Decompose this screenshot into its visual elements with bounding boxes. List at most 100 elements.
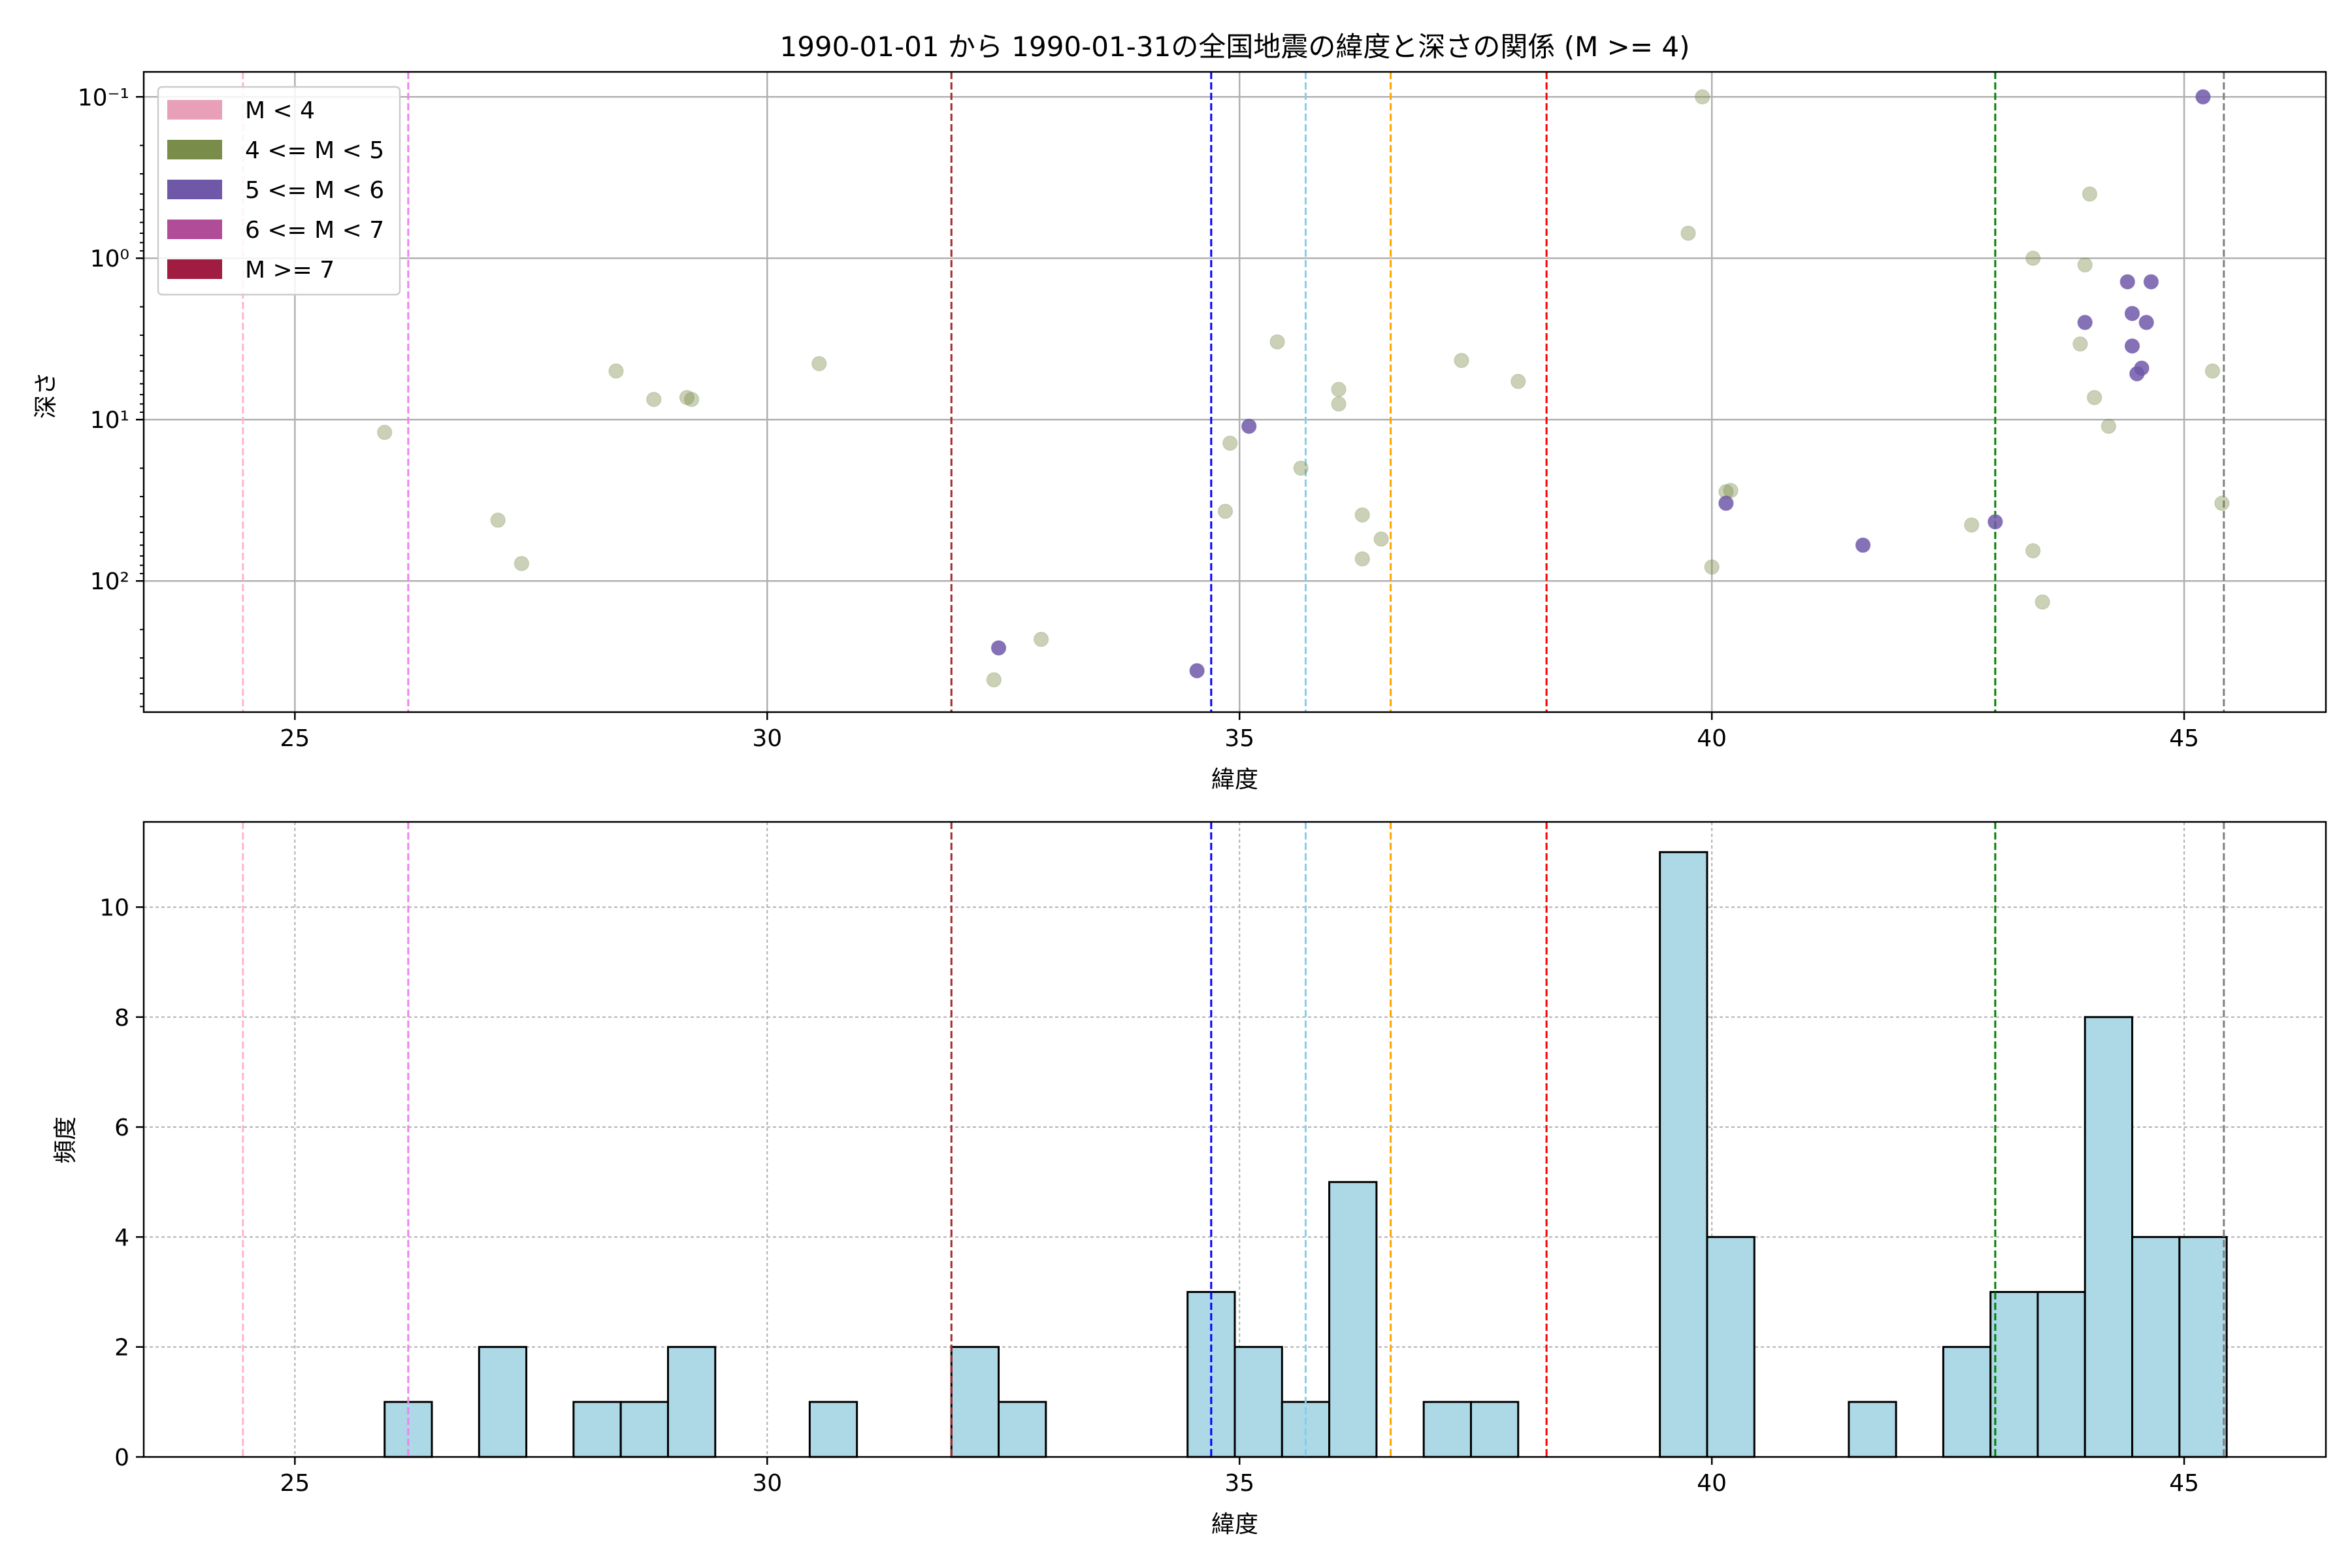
scatter-point (1222, 435, 1238, 451)
histogram-bar (1659, 851, 1708, 1458)
scatter-grid (144, 72, 2326, 712)
histogram-y-tick-label: 6 (114, 1115, 129, 1141)
scatter-point (2087, 389, 2102, 406)
histogram-bar (2178, 1235, 2228, 1458)
histogram-bar (808, 1401, 858, 1458)
scatter-point (514, 555, 530, 572)
scatter-point (2195, 89, 2211, 105)
scatter-point (1354, 551, 1370, 567)
scatter-point (490, 512, 506, 528)
scatter-point (608, 363, 624, 379)
scatter-point (2082, 186, 2098, 202)
chart-title: 1990-01-01 から 1990-01-31の全国地震の緯度と深さの関係 (… (779, 31, 1690, 63)
scatter-point (2119, 274, 2136, 290)
histogram-bar (2083, 1016, 2134, 1458)
scatter-legend: M < 4 4 <= M < 5 5 <= M < 6 6 <= M < 7 M >= … (157, 86, 401, 296)
legend-swatch (167, 180, 222, 199)
histogram-x-tick-label: 35 (1224, 1470, 1254, 1497)
scatter-point (1454, 352, 1469, 368)
scatter-x-tick-label: 40 (1697, 725, 1727, 752)
histogram-y-tick-label: 4 (114, 1224, 129, 1251)
scatter-panel: 緯度 深さ 25 30 35 40 45 10⁻¹ 10⁰ 10¹ 10² M < 4 4 <= … (33, 71, 2327, 793)
legend-label: 4 <= M < 5 (245, 137, 384, 164)
legend-box (157, 86, 401, 296)
histogram-bar (2036, 1291, 2086, 1458)
histogram-ticks: 25 30 35 40 45 0 2 4 6 8 10 (99, 894, 2199, 1497)
scatter-y-tick-label: 10⁰ (90, 246, 129, 272)
histogram-bar (1233, 1346, 1283, 1458)
scatter-point (1241, 418, 1257, 434)
scatter-point (1964, 517, 1980, 533)
scatter-point (1704, 559, 1720, 575)
scatter-point (1373, 531, 1389, 547)
histogram-bar (1706, 1235, 1756, 1458)
scatter-point (1269, 334, 1285, 350)
histogram-bar (619, 1401, 669, 1458)
scatter-point (646, 391, 662, 408)
scatter-y-tick-label: 10⁻¹ (78, 84, 129, 111)
scatter-point (2077, 257, 2093, 273)
scatter-point (986, 672, 1002, 688)
scatter-x-tick-label: 30 (752, 725, 782, 752)
scatter-point (2124, 338, 2140, 354)
scatter-point (1718, 495, 1734, 512)
scatter-reference-lines (242, 72, 2225, 712)
histogram-reference-lines (242, 822, 2225, 1457)
scatter-point (990, 640, 1007, 656)
histogram-y-tick-label: 8 (114, 1005, 129, 1032)
scatter-ticks: 25 30 35 40 45 10⁻¹ 10⁰ 10¹ 10² (78, 84, 2199, 752)
histogram-bar (1328, 1181, 1378, 1458)
scatter-point (1293, 460, 1309, 476)
histogram-y-tick-label: 0 (114, 1445, 129, 1471)
scatter-point (1987, 514, 2003, 530)
histogram-xlabel: 緯度 (1211, 1511, 1258, 1538)
histogram-bar (1469, 1401, 1520, 1458)
histogram-x-tick-label: 25 (280, 1470, 310, 1497)
histogram-bar (1989, 1291, 2039, 1458)
histogram-bar (950, 1346, 1000, 1458)
scatter-point (2025, 543, 2041, 559)
scatter-point (2077, 314, 2093, 331)
legend-label: M < 4 (245, 97, 315, 124)
scatter-point (2143, 274, 2159, 290)
scatter-y-tick-label: 10² (90, 568, 129, 595)
scatter-point (1511, 374, 1526, 389)
scatter-point (1189, 662, 1205, 679)
legend-swatch (167, 259, 222, 279)
histogram-x-tick-label: 30 (752, 1470, 782, 1497)
histogram-bar (2131, 1235, 2181, 1458)
scatter-point (1354, 507, 1370, 523)
histogram-bar (478, 1346, 528, 1458)
scatter-point (2072, 336, 2088, 352)
scatter-point (811, 355, 827, 372)
histogram-plot-frame (142, 821, 2327, 1458)
scatter-points (376, 89, 2230, 688)
legend-swatch (167, 220, 222, 239)
legend-label: 5 <= M < 6 (245, 177, 384, 204)
scatter-point (1855, 537, 1871, 553)
histogram-bar (666, 1346, 717, 1458)
scatter-point (2214, 495, 2230, 512)
histogram-ylabel: 頻度 (52, 1117, 79, 1164)
scatter-point (1331, 382, 1347, 397)
scatter-y-tick-label: 10¹ (90, 407, 129, 434)
histogram-bar (1848, 1401, 1897, 1458)
legend-swatch (167, 100, 222, 120)
histogram-bar (572, 1401, 622, 1458)
scatter-x-tick-label: 35 (1224, 725, 1254, 752)
scatter-xlabel: 緯度 (1211, 766, 1258, 793)
scatter-point (1217, 503, 1233, 519)
scatter-point (2138, 314, 2155, 331)
histogram-bar (1422, 1401, 1472, 1458)
scatter-point (1694, 89, 1710, 105)
scatter-point (2025, 250, 2041, 266)
scatter-point (376, 425, 393, 440)
legend-label: M >= 7 (245, 257, 335, 284)
scatter-point (2100, 418, 2117, 434)
scatter-x-tick-label: 25 (280, 725, 310, 752)
histogram-y-tick-label: 10 (99, 894, 129, 921)
scatter-point (679, 389, 695, 406)
scatter-point (1033, 631, 1049, 647)
legend-swatch (167, 140, 222, 159)
